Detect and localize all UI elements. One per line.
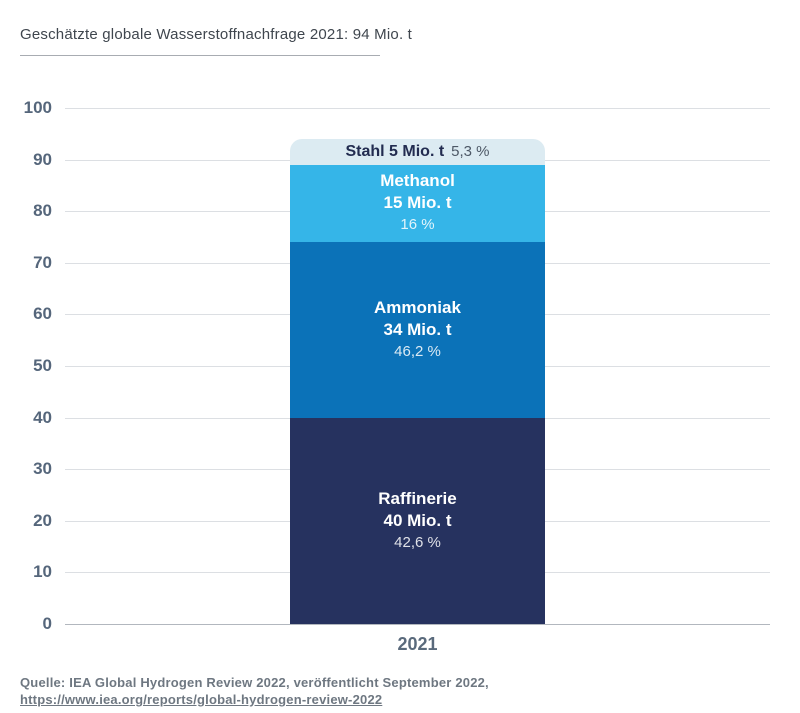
y-tick-label: 20: [33, 510, 52, 530]
segment-percent: 46,2 %: [394, 342, 441, 360]
source-link[interactable]: https://www.iea.org/reports/global-hydro…: [20, 692, 383, 707]
y-tick-label: 60: [33, 304, 52, 324]
segment-amount: 40 Mio. t: [383, 510, 452, 530]
bar-segment-stahl[interactable]: Stahl 5 Mio. t 5,3 %: [290, 138, 545, 165]
title-underline: [20, 55, 380, 56]
bar-segment-raffinerie[interactable]: Raffinerie 40 Mio. t 42,6 %: [290, 417, 545, 624]
y-tick-label: 90: [33, 149, 52, 169]
segment-label: Raffinerie: [378, 488, 457, 508]
y-tick-label: 50: [33, 356, 52, 375]
y-tick-label: 30: [33, 459, 52, 479]
y-tick-label: 40: [33, 407, 52, 427]
x-axis-label: 2021: [397, 634, 438, 654]
y-tick-label: 0: [42, 614, 52, 633]
source-note: Quelle: IEA Global Hydrogen Review 2022,…: [20, 674, 760, 708]
segment-amount: 15 Mio. t: [383, 193, 452, 213]
segment-percent: 16 %: [400, 216, 435, 234]
segment-label: Methanol: [380, 171, 455, 191]
y-tick-label: 70: [33, 252, 52, 272]
y-tick-label: 80: [33, 201, 52, 221]
gridline: [65, 108, 770, 109]
chart-title: Geschätzte globale Wasserstoffnachfrage …: [20, 26, 413, 43]
segment-label: Ammoniak: [374, 297, 461, 317]
y-tick-label: 100: [23, 98, 52, 117]
bar-segment-methanol[interactable]: Methanol 15 Mio. t 16 %: [290, 164, 545, 243]
segment-amount: 34 Mio. t: [383, 319, 452, 339]
source-line1: Quelle: IEA Global Hydrogen Review 2022,…: [20, 675, 489, 690]
segment-percent: 42,6 %: [394, 533, 441, 551]
segment-label: Stahl 5 Mio. t: [345, 142, 445, 160]
y-tick-label: 10: [33, 562, 52, 582]
segment-percent: 5,3 %: [451, 143, 490, 161]
x-axis-line: [65, 624, 770, 625]
bar-segment-ammoniak[interactable]: Ammoniak 34 Mio. t 46,2 %: [290, 242, 545, 418]
